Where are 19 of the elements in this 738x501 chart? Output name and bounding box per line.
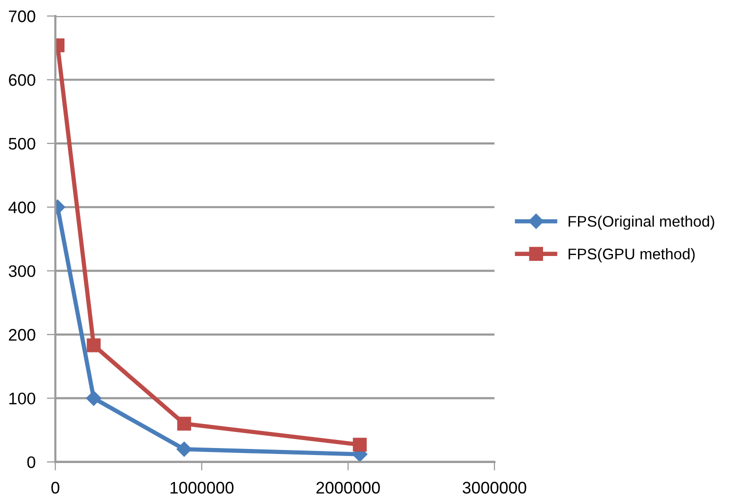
point: [86, 338, 101, 352]
legend-label: FPS(Original method): [568, 216, 714, 230]
y-tick-label: 700: [8, 10, 36, 22]
x-tick-label: 0: [51, 482, 60, 494]
y-tick-label: 400: [8, 202, 36, 214]
y-tick-label: 100: [9, 392, 36, 404]
point: [86, 390, 102, 406]
y-tick-label: 0: [27, 456, 36, 468]
y-tick-label: 300: [8, 265, 36, 278]
point: [352, 438, 367, 452]
point: [176, 442, 192, 457]
y-tick-label: 600: [8, 74, 36, 86]
point: [177, 416, 192, 431]
y-tick-label: 200: [8, 328, 36, 341]
x-tick-label: 1000000: [170, 482, 234, 494]
y-tick-label: 500: [8, 138, 36, 150]
x-tick-label: 2000000: [316, 482, 380, 494]
x-tick-label: 3000000: [462, 482, 526, 494]
legend-label: FPS(GPU method): [568, 248, 695, 262]
